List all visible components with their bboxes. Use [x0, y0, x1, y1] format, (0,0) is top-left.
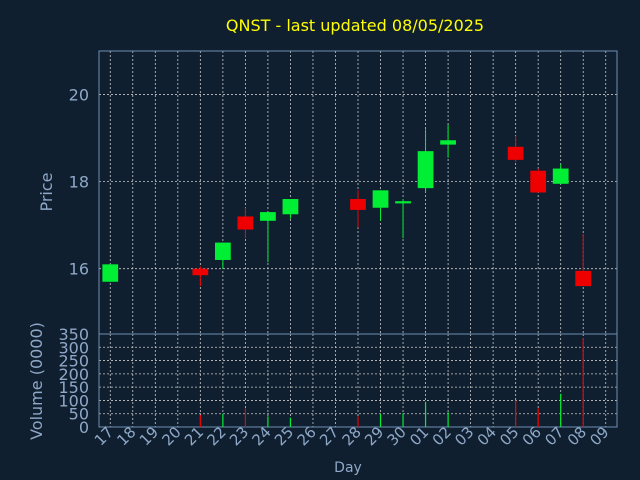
chart-title: QNST - last updated 08/05/2025	[226, 16, 484, 35]
candle-body	[102, 264, 119, 282]
candle-body	[530, 170, 547, 193]
volume-tick-label: 300	[58, 338, 89, 357]
candle-body	[575, 270, 592, 287]
volume-panel: 0501001502002503003501718192021222324252…	[58, 325, 618, 449]
volume-tick-label: 200	[58, 365, 89, 384]
price-panel: 16 18 20	[69, 50, 618, 335]
candle-body	[282, 199, 299, 215]
volume-tick-label: 0	[79, 418, 89, 437]
candle-body	[237, 216, 254, 230]
candle-body	[395, 201, 411, 204]
candle-body	[192, 268, 209, 276]
volume-tick-label: 350	[58, 325, 89, 344]
candle-body	[350, 199, 366, 210]
candle-body	[260, 212, 276, 221]
price-tick-label: 18	[69, 173, 89, 192]
price-tick-label: 20	[69, 86, 89, 105]
day-axis-label: Day	[334, 460, 362, 476]
volume-axis-label: Volume (0000)	[27, 322, 46, 440]
volume-tick-label: 250	[58, 352, 89, 371]
candle-body	[417, 151, 434, 189]
candle-body	[552, 168, 569, 184]
volume-tick-label: 150	[58, 378, 89, 397]
volume-tick-label: 50	[69, 405, 89, 424]
candle-body	[507, 146, 524, 160]
price-tick-label: 16	[69, 260, 89, 279]
candle-body	[440, 140, 456, 145]
candle-body	[214, 242, 231, 260]
volume-tick-label: 100	[58, 391, 89, 410]
price-axis-label: Price	[37, 172, 56, 211]
candle-body	[372, 190, 389, 208]
